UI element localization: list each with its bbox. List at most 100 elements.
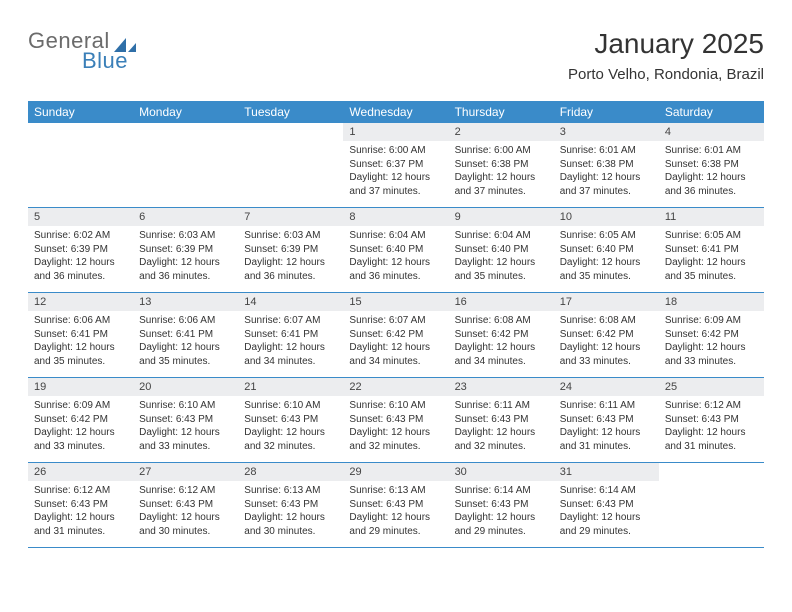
location: Porto Velho, Rondonia, Brazil [568, 66, 764, 83]
day-body: Sunrise: 6:12 AMSunset: 6:43 PMDaylight:… [659, 396, 764, 459]
sunset-line: Sunset: 6:43 PM [34, 498, 127, 512]
sunrise-line: Sunrise: 6:02 AM [34, 229, 127, 243]
daylight-line: Daylight: 12 hours and 33 minutes. [560, 341, 653, 368]
day-body: Sunrise: 6:06 AMSunset: 6:41 PMDaylight:… [28, 311, 133, 374]
daylight-line: Daylight: 12 hours and 30 minutes. [244, 511, 337, 538]
sunrise-line: Sunrise: 6:12 AM [34, 484, 127, 498]
sunset-line: Sunset: 6:43 PM [560, 413, 653, 427]
day-cell: 3Sunrise: 6:01 AMSunset: 6:38 PMDaylight… [554, 123, 659, 207]
day-cell: . [28, 123, 133, 207]
day-number: 18 [659, 293, 764, 311]
sunset-line: Sunset: 6:37 PM [349, 158, 442, 172]
day-number: 20 [133, 378, 238, 396]
daylight-line: Daylight: 12 hours and 34 minutes. [455, 341, 548, 368]
sunset-line: Sunset: 6:43 PM [244, 498, 337, 512]
sunrise-line: Sunrise: 6:10 AM [139, 399, 232, 413]
sunset-line: Sunset: 6:43 PM [349, 413, 442, 427]
day-body: Sunrise: 6:06 AMSunset: 6:41 PMDaylight:… [133, 311, 238, 374]
daylight-line: Daylight: 12 hours and 35 minutes. [34, 341, 127, 368]
day-body: Sunrise: 6:13 AMSunset: 6:43 PMDaylight:… [238, 481, 343, 544]
daylight-line: Daylight: 12 hours and 35 minutes. [139, 341, 232, 368]
day-body: Sunrise: 6:14 AMSunset: 6:43 PMDaylight:… [449, 481, 554, 544]
day-cell: 25Sunrise: 6:12 AMSunset: 6:43 PMDayligh… [659, 378, 764, 462]
daylight-line: Daylight: 12 hours and 32 minutes. [349, 426, 442, 453]
day-number: 22 [343, 378, 448, 396]
day-body: Sunrise: 6:01 AMSunset: 6:38 PMDaylight:… [554, 141, 659, 204]
sunrise-line: Sunrise: 6:10 AM [244, 399, 337, 413]
day-body: Sunrise: 6:11 AMSunset: 6:43 PMDaylight:… [449, 396, 554, 459]
day-cell: 4Sunrise: 6:01 AMSunset: 6:38 PMDaylight… [659, 123, 764, 207]
sunset-line: Sunset: 6:40 PM [560, 243, 653, 257]
day-cell: 18Sunrise: 6:09 AMSunset: 6:42 PMDayligh… [659, 293, 764, 377]
sunrise-line: Sunrise: 6:05 AM [560, 229, 653, 243]
day-body: Sunrise: 6:01 AMSunset: 6:38 PMDaylight:… [659, 141, 764, 204]
day-number: 9 [449, 208, 554, 226]
sunrise-line: Sunrise: 6:09 AM [665, 314, 758, 328]
sunset-line: Sunset: 6:42 PM [349, 328, 442, 342]
sunset-line: Sunset: 6:40 PM [349, 243, 442, 257]
day-number: 12 [28, 293, 133, 311]
daylight-line: Daylight: 12 hours and 35 minutes. [665, 256, 758, 283]
sunrise-line: Sunrise: 6:07 AM [244, 314, 337, 328]
day-body: Sunrise: 6:08 AMSunset: 6:42 PMDaylight:… [554, 311, 659, 374]
sunset-line: Sunset: 6:41 PM [34, 328, 127, 342]
day-number: 30 [449, 463, 554, 481]
daylight-line: Daylight: 12 hours and 36 minutes. [34, 256, 127, 283]
day-number: 16 [449, 293, 554, 311]
daylight-line: Daylight: 12 hours and 33 minutes. [139, 426, 232, 453]
sunset-line: Sunset: 6:39 PM [244, 243, 337, 257]
sunrise-line: Sunrise: 6:03 AM [139, 229, 232, 243]
sunrise-line: Sunrise: 6:04 AM [349, 229, 442, 243]
daylight-line: Daylight: 12 hours and 29 minutes. [455, 511, 548, 538]
day-number: 26 [28, 463, 133, 481]
daylight-line: Daylight: 12 hours and 29 minutes. [349, 511, 442, 538]
day-number: 15 [343, 293, 448, 311]
sunrise-line: Sunrise: 6:09 AM [34, 399, 127, 413]
sunset-line: Sunset: 6:43 PM [349, 498, 442, 512]
daylight-line: Daylight: 12 hours and 34 minutes. [349, 341, 442, 368]
day-cell: 27Sunrise: 6:12 AMSunset: 6:43 PMDayligh… [133, 463, 238, 547]
daylight-line: Daylight: 12 hours and 29 minutes. [560, 511, 653, 538]
calendar: SundayMondayTuesdayWednesdayThursdayFrid… [28, 101, 764, 548]
title-block: January 2025 Porto Velho, Rondonia, Braz… [568, 28, 764, 83]
day-cell: 11Sunrise: 6:05 AMSunset: 6:41 PMDayligh… [659, 208, 764, 292]
day-cell: 10Sunrise: 6:05 AMSunset: 6:40 PMDayligh… [554, 208, 659, 292]
day-cell: 20Sunrise: 6:10 AMSunset: 6:43 PMDayligh… [133, 378, 238, 462]
day-cell: . [659, 463, 764, 547]
daylight-line: Daylight: 12 hours and 33 minutes. [34, 426, 127, 453]
day-number: 14 [238, 293, 343, 311]
sunrise-line: Sunrise: 6:06 AM [139, 314, 232, 328]
day-cell: 15 Sunrise: 6:07 AMSunset: 6:42 PMDayligh… [343, 293, 448, 377]
day-number: 19 [28, 378, 133, 396]
sunrise-line: Sunrise: 6:12 AM [665, 399, 758, 413]
sunrise-line: Sunrise: 6:04 AM [455, 229, 548, 243]
sunset-line: Sunset: 6:43 PM [139, 498, 232, 512]
logo-sail-icon [112, 36, 138, 54]
day-body: Sunrise: 6:05 AMSunset: 6:41 PMDaylight:… [659, 226, 764, 289]
sunrise-line: Sunrise: 6:08 AM [455, 314, 548, 328]
day-number: 10 [554, 208, 659, 226]
sunrise-line: Sunrise: 6:10 AM [349, 399, 442, 413]
day-body: Sunrise: 6:03 AMSunset: 6:39 PMDaylight:… [238, 226, 343, 289]
sunset-line: Sunset: 6:42 PM [455, 328, 548, 342]
day-body: Sunrise: 6:10 AMSunset: 6:43 PMDaylight:… [238, 396, 343, 459]
sunrise-line: Sunrise: 6:12 AM [139, 484, 232, 498]
daylight-line: Daylight: 12 hours and 36 minutes. [244, 256, 337, 283]
day-body: Sunrise: 6:00 AMSunset: 6:37 PMDaylight:… [343, 141, 448, 204]
weekday-header: Sunday [28, 101, 133, 123]
sunrise-line: Sunrise: 6:00 AM [349, 144, 442, 158]
sunrise-line: Sunrise: 6:03 AM [244, 229, 337, 243]
sunrise-line: Sunrise: 6:06 AM [34, 314, 127, 328]
sunrise-line: Sunrise: 6:07 AM [349, 314, 442, 328]
day-number: 6 [133, 208, 238, 226]
day-cell: 26Sunrise: 6:12 AMSunset: 6:43 PMDayligh… [28, 463, 133, 547]
day-cell: 1Sunrise: 6:00 AMSunset: 6:37 PMDaylight… [343, 123, 448, 207]
sunset-line: Sunset: 6:42 PM [34, 413, 127, 427]
day-body: Sunrise: 6:10 AMSunset: 6:43 PMDaylight:… [343, 396, 448, 459]
day-number: 31 [554, 463, 659, 481]
day-number: 13 [133, 293, 238, 311]
daylight-line: Daylight: 12 hours and 35 minutes. [455, 256, 548, 283]
day-number: 5 [28, 208, 133, 226]
calendar-page: GeneralBlue January 2025 Porto Velho, Ro… [0, 0, 792, 548]
weekday-header: Saturday [659, 101, 764, 123]
